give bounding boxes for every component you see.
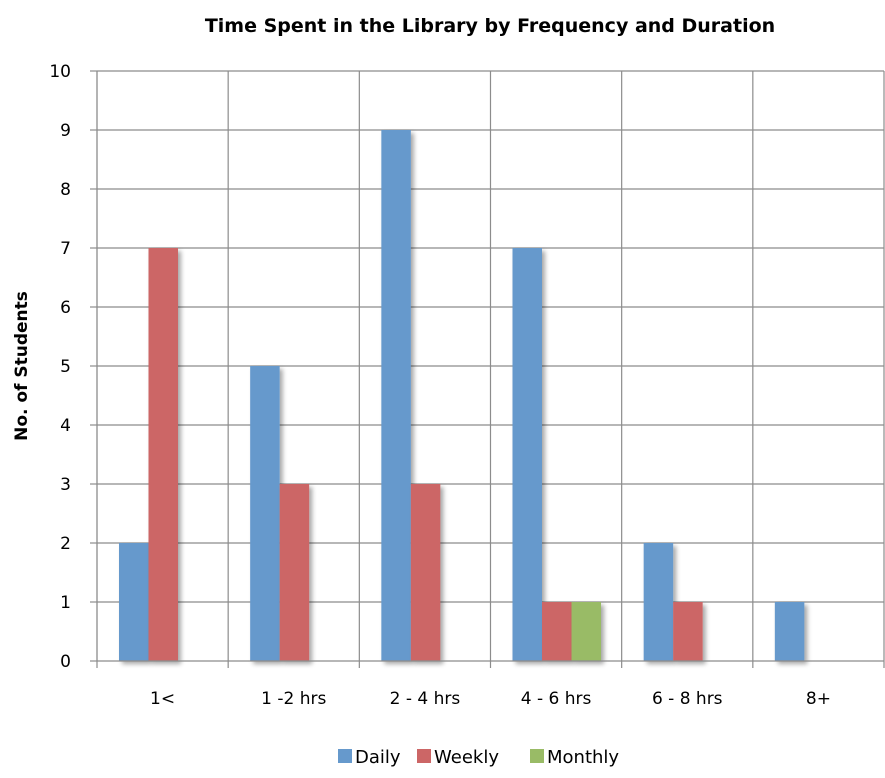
x-tick-label: 1 -2 hrs	[261, 689, 326, 709]
bar-daily-2	[381, 130, 411, 661]
bar-daily-4	[643, 543, 674, 661]
bar-weekly-4	[673, 602, 703, 661]
legend-swatch-daily	[338, 749, 352, 763]
legend: Daily Weekly Monthly	[338, 747, 619, 768]
bar-daily-3	[512, 248, 542, 661]
bar-daily-0	[119, 543, 149, 661]
legend-swatch-weekly	[417, 749, 431, 763]
bar-monthly-3	[571, 602, 601, 661]
x-tick-label: 8+	[806, 689, 831, 709]
legend-label-weekly: Weekly	[434, 747, 499, 768]
y-tick-label: 2	[60, 534, 71, 554]
bar-daily-5	[774, 602, 805, 661]
bar-weekly-0	[148, 248, 178, 661]
bar-weekly-3	[542, 602, 572, 661]
y-tick-label: 3	[60, 475, 71, 495]
bar-weekly-1	[279, 484, 310, 661]
y-tick-label: 6	[60, 298, 71, 318]
y-tick-label: 9	[60, 121, 71, 141]
legend-swatch-monthly	[530, 749, 544, 763]
y-tick-label: 1	[60, 593, 71, 613]
legend-label-daily: Daily	[355, 747, 401, 768]
y-axis-label: No. of Students	[12, 291, 32, 441]
y-tick-label: 10	[49, 62, 71, 82]
bar-weekly-2	[410, 484, 441, 661]
gridlines	[97, 70, 885, 661]
y-tick-label: 7	[60, 239, 71, 259]
x-tick-label: 1<	[150, 689, 175, 709]
x-tick-label: 6 - 8 hrs	[652, 689, 723, 709]
y-tick-label: 5	[60, 357, 71, 377]
bars	[119, 130, 805, 661]
axes	[90, 70, 885, 668]
y-tick-label: 8	[60, 180, 71, 200]
x-tick-labels: 1< 1 -2 hrs 2 - 4 hrs 4 - 6 hrs 6 - 8 hrs 8+	[150, 689, 831, 709]
y-tick-label: 4	[60, 416, 71, 436]
legend-label-monthly: Monthly	[547, 747, 619, 768]
bar-daily-1	[250, 366, 280, 661]
y-tick-label: 0	[60, 652, 71, 672]
y-tick-labels: 0 1 2 3 4 5 6 7 8 9 10	[49, 62, 71, 672]
x-tick-label: 2 - 4 hrs	[390, 689, 461, 709]
x-tick-label: 4 - 6 hrs	[521, 689, 592, 709]
chart-title: Time Spent in the Library by Frequency a…	[205, 15, 775, 37]
